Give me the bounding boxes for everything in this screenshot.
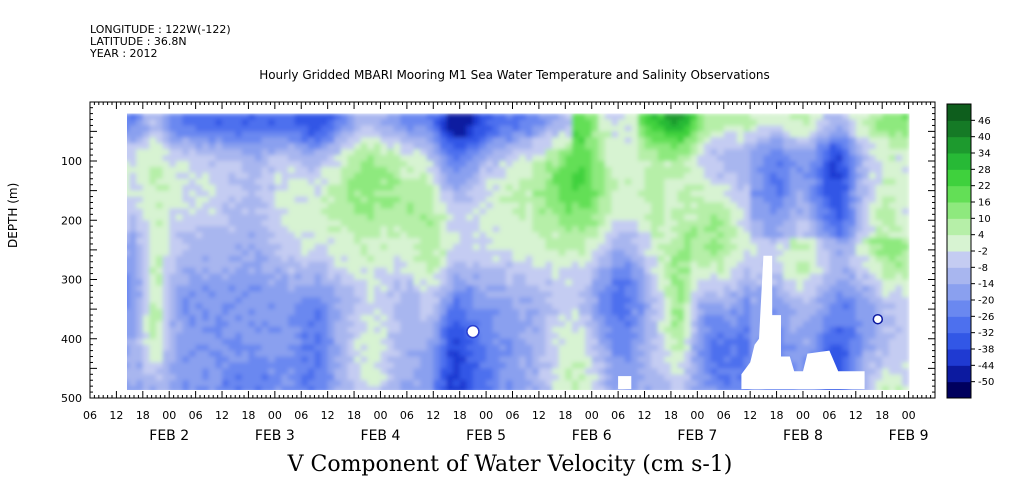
missing-region — [466, 324, 480, 339]
colorbar-label: -2 — [978, 247, 988, 258]
colorbar-bin — [947, 169, 971, 187]
day-label: FEB 8 — [783, 428, 823, 444]
missing-region — [618, 376, 632, 390]
longitude-label: LONGITUDE : 122W(-122) — [90, 23, 231, 36]
x-tick-label: 12 — [849, 409, 863, 422]
colorbar-label: -14 — [978, 279, 994, 290]
day-label: FEB 5 — [466, 428, 506, 444]
x-tick-label: 00 — [902, 409, 916, 422]
colorbar-bin — [947, 202, 971, 219]
x-tick-label: 06 — [83, 409, 97, 422]
colorbar-bin — [947, 267, 971, 285]
x-tick-label: 06 — [611, 409, 625, 422]
day-label: FEB 6 — [572, 428, 612, 444]
colorbar-label: 40 — [978, 132, 991, 143]
y-tick-label: 300 — [61, 274, 82, 287]
y-tick-label: 200 — [61, 214, 82, 227]
colorbar-bin — [947, 300, 971, 317]
day-labels: FEB 2 FEB 3 FEB 4 FEB 5 FEB 6 FEB 7 FEB 8 FEB 9 — [149, 428, 928, 444]
axis-ticks — [89, 102, 936, 399]
x-tick-label: 12 — [743, 409, 757, 422]
colorbar-label: 22 — [978, 181, 991, 192]
x-tick-label: 12 — [638, 409, 652, 422]
x-tick-label: 06 — [189, 409, 203, 422]
y-tick-labels: 100 200 300 400 500 — [61, 155, 82, 405]
x-tick-label: 18 — [347, 409, 361, 422]
x-tick-label: 12 — [109, 409, 123, 422]
colorbar-label: -8 — [978, 263, 988, 274]
colorbar-bin — [947, 120, 971, 138]
colorbar-bin — [947, 365, 971, 383]
day-label: FEB 9 — [889, 428, 929, 444]
colorbar-label: -44 — [978, 361, 994, 372]
x-tick-label: 00 — [585, 409, 599, 422]
x-tick-label: 00 — [796, 409, 810, 422]
colorbar: 46 40 34 28 22 16 10 4 -2 -8 -14 -20 -26 -32 -38 -44 -50 — [946, 103, 994, 399]
colorbar-bin — [947, 185, 971, 203]
y-tick-label: 400 — [61, 333, 82, 346]
colorbar-label: 4 — [978, 230, 984, 241]
colorbar-bin — [947, 251, 971, 268]
day-label: FEB 3 — [255, 428, 295, 444]
x-tick-label: 18 — [770, 409, 784, 422]
x-tick-label: 00 — [690, 409, 704, 422]
x-tick-label: 00 — [268, 409, 282, 422]
x-tick-label: 00 — [373, 409, 387, 422]
x-tick-label: 12 — [215, 409, 229, 422]
year-label: YEAR : 2012 — [90, 47, 158, 60]
x-tick-label: 18 — [875, 409, 889, 422]
x-tick-label: 06 — [400, 409, 414, 422]
day-label: FEB 7 — [677, 428, 717, 444]
colorbar-label: -20 — [978, 296, 994, 307]
x-tick-label: 06 — [506, 409, 520, 422]
colorbar-bin — [947, 381, 971, 399]
x-tick-labels: 06 12 18 00 06 12 18 00 06 12 18 00 06 12 18 00 06 12 18 00… — [83, 409, 916, 422]
colorbar-bin — [947, 332, 971, 350]
colorbar-label: 10 — [978, 214, 991, 225]
colorbar-label: 16 — [978, 198, 991, 209]
colorbar-label: -26 — [978, 312, 994, 323]
x-tick-label: 18 — [136, 409, 150, 422]
latitude-label: LATITUDE : 36.8N — [90, 35, 187, 48]
y-tick-label: 100 — [61, 155, 82, 168]
colorbar-label: 34 — [978, 149, 991, 160]
missing-data-regions — [466, 255, 884, 390]
x-tick-label: 06 — [294, 409, 308, 422]
colorbar-bin — [947, 316, 971, 334]
x-tick-label: 12 — [532, 409, 546, 422]
colorbar-label: 46 — [978, 116, 991, 127]
x-axis-title: V Component of Water Velocity (cm s-1) — [287, 452, 733, 477]
chart-title: Hourly Gridded MBARI Mooring M1 Sea Wate… — [259, 68, 770, 82]
x-tick-label: 18 — [558, 409, 572, 422]
x-tick-label: 00 — [162, 409, 176, 422]
colorbar-label: -32 — [978, 328, 994, 339]
x-tick-label: 18 — [241, 409, 255, 422]
colorbar-label: -50 — [978, 377, 994, 388]
colorbar-label: 28 — [978, 165, 991, 176]
heatmap-field — [127, 113, 910, 390]
missing-region — [872, 313, 884, 325]
colorbar-bin — [947, 234, 971, 252]
x-tick-label: 06 — [822, 409, 836, 422]
x-tick-label: 12 — [426, 409, 440, 422]
colorbar-bin — [947, 153, 971, 170]
day-label: FEB 4 — [361, 428, 401, 444]
colorbar-bin — [947, 283, 971, 301]
colorbar-bin — [947, 349, 971, 366]
missing-region — [741, 255, 865, 390]
x-tick-label: 18 — [453, 409, 467, 422]
x-tick-label: 12 — [321, 409, 335, 422]
colorbar-bin — [947, 104, 971, 121]
colorbar-label: -38 — [978, 345, 994, 356]
y-tick-label: 500 — [61, 392, 82, 405]
day-label: FEB 2 — [149, 428, 189, 444]
colorbar-bin — [947, 218, 971, 236]
x-tick-label: 00 — [479, 409, 493, 422]
x-tick-label: 06 — [717, 409, 731, 422]
x-tick-label: 18 — [664, 409, 678, 422]
colorbar-bin — [947, 136, 971, 154]
